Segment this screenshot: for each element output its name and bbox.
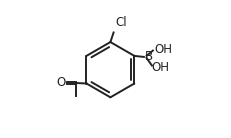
Text: OH: OH	[153, 43, 171, 56]
Text: Cl: Cl	[115, 16, 126, 29]
Text: OH: OH	[151, 61, 169, 74]
Text: B: B	[144, 50, 152, 63]
Text: O: O	[56, 76, 65, 89]
